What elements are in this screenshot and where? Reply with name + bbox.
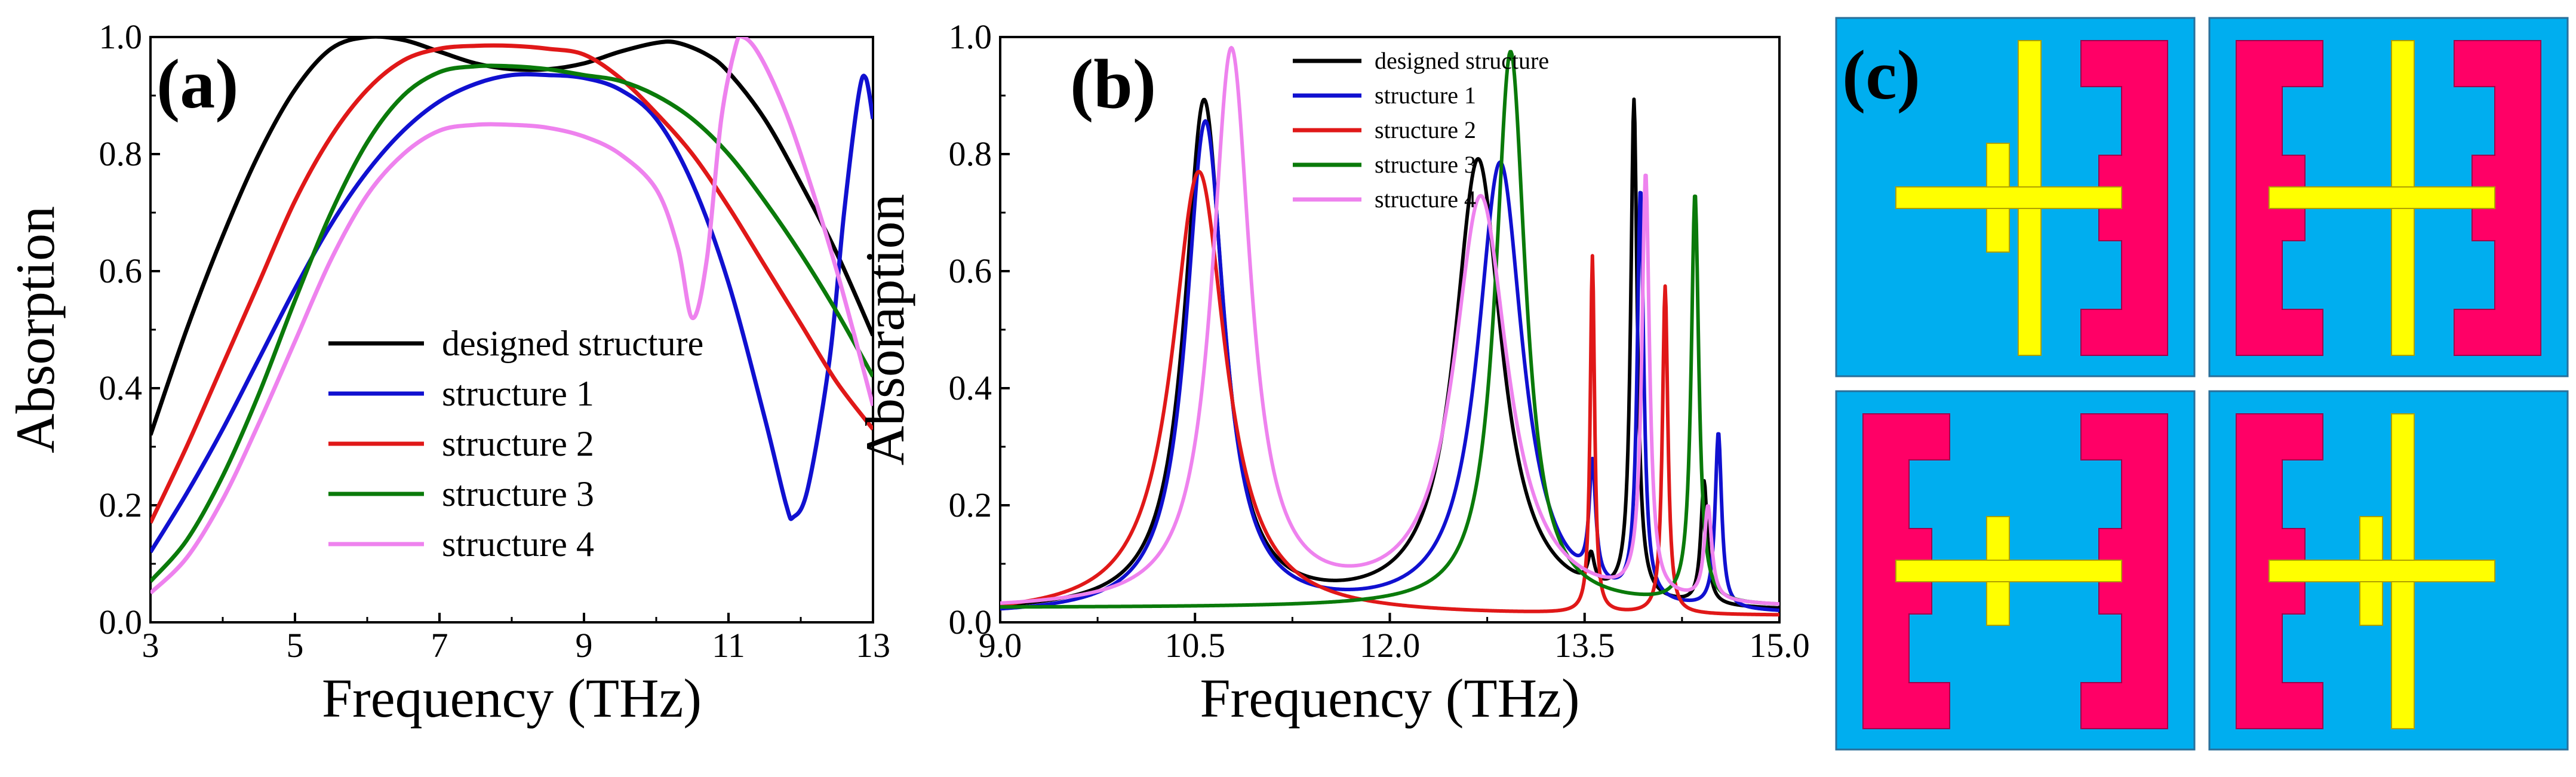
y-tick-label: 1.0	[99, 17, 143, 56]
series-line	[150, 43, 873, 524]
legend-label: structure 4	[442, 524, 594, 564]
unit-cell	[1835, 390, 2196, 751]
x-tick-label: 13.5	[1554, 626, 1615, 665]
series-line	[150, 37, 873, 436]
y-tick-label: 0.8	[99, 134, 143, 173]
series-group	[150, 37, 873, 595]
x-tick-label: 3	[142, 626, 159, 665]
x-tick-label: 5	[287, 626, 304, 665]
y-tick-label: 0.8	[949, 134, 992, 173]
horizontal-bar	[1895, 560, 2122, 582]
legend-label: structure 4	[1375, 186, 1476, 213]
y-tick-label: 0.6	[99, 251, 143, 290]
y-tick-label: 0.0	[949, 603, 992, 641]
panel-c-unit-cells: (c)	[1835, 17, 2569, 751]
series-line	[1000, 119, 1779, 612]
panel-a-chart: 3 5 7 9 11 13 0.0 0.2 0.4 0.6 0.8 1.0 Frequency (THz…	[5, 17, 890, 729]
legend-label: structure 2	[442, 424, 594, 463]
legend: designed structure structure 1 structure 2…	[328, 324, 703, 564]
legend-label: structure 1	[1375, 82, 1476, 109]
right-split-resonator	[2080, 40, 2168, 356]
x-tick-label: 15.0	[1749, 626, 1810, 665]
horizontal-bar	[2268, 186, 2495, 209]
right-split-resonator	[2080, 413, 2168, 729]
panel-label: (a)	[156, 45, 239, 123]
series-line	[1000, 45, 1779, 606]
legend-label: structure 1	[442, 374, 594, 413]
series-line	[1000, 170, 1779, 617]
y-tick-label: 0.4	[99, 368, 143, 407]
x-tick-label: 9.0	[979, 626, 1022, 665]
legend-label: structure 2	[1375, 116, 1476, 143]
horizontal-bar	[1895, 186, 2122, 209]
x-tick-label: 7	[431, 626, 448, 665]
series-line	[1000, 97, 1779, 610]
y-axis-title: Absoraption	[854, 194, 915, 466]
y-tick-label: 0.4	[949, 368, 992, 407]
x-axis-title: Frequency (THz)	[1200, 668, 1579, 729]
y-tick-label: 0.0	[99, 603, 143, 641]
panel-label: (b)	[1070, 45, 1156, 123]
x-axis-title: Frequency (THz)	[322, 668, 702, 729]
y-axis-title: Absorption	[5, 206, 66, 453]
series-line	[150, 37, 873, 595]
unit-cell	[2208, 390, 2569, 751]
unit-cell	[2208, 17, 2569, 377]
legend: designed structure structure 1 structure 2…	[1293, 47, 1549, 213]
x-tick-label: 9	[576, 626, 593, 665]
legend-label: designed structure	[1375, 47, 1549, 74]
x-tick-label: 11	[712, 626, 745, 665]
series-line	[150, 63, 873, 583]
x-tick-label: 10.5	[1165, 626, 1226, 665]
legend-label: designed structure	[442, 324, 703, 363]
legend-label: structure 3	[442, 474, 594, 514]
panel-b-chart: 9.0 10.5 12.0 13.5 15.0 0.0 0.2 0.4 0.6 0.8 1.0 Fre…	[854, 17, 1810, 729]
legend-label: structure 3	[1375, 151, 1476, 178]
series-line	[150, 72, 873, 554]
y-tick-label: 0.6	[949, 251, 992, 290]
y-tick-label: 0.2	[99, 486, 143, 524]
right-split-resonator	[2454, 40, 2541, 356]
x-tick-label: 13	[856, 626, 890, 665]
series-group	[1000, 45, 1779, 617]
series-line	[1000, 50, 1779, 609]
panel-label: (c)	[1842, 36, 1920, 114]
horizontal-bar	[2268, 560, 2495, 582]
unit-cell	[1835, 17, 2196, 377]
x-tick-label: 12.0	[1360, 626, 1421, 665]
y-tick-label: 1.0	[949, 17, 992, 56]
y-tick-label: 0.2	[949, 486, 992, 524]
